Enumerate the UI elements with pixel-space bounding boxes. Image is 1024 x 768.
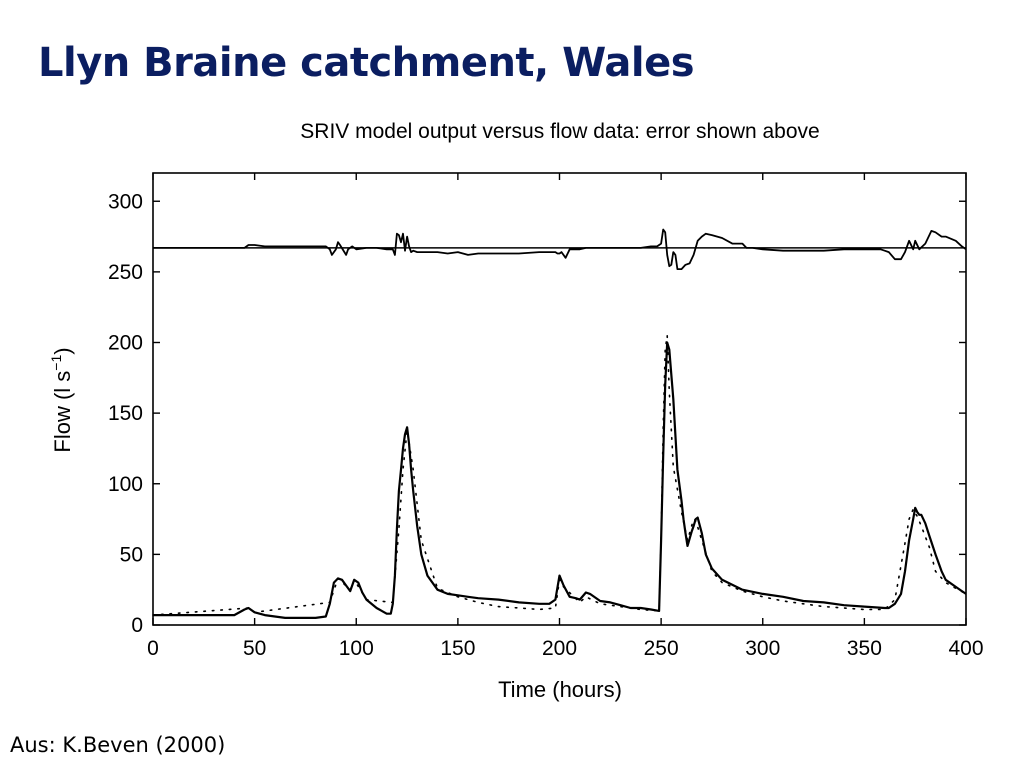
chart-canvas: SRIV model output versus flow data: erro…: [48, 120, 984, 702]
x-tick-label: 250: [644, 637, 679, 660]
x-tick-label: 200: [542, 637, 577, 660]
y-axis-title: Flow (l s−1): [48, 347, 75, 452]
observed-flow-line: [153, 341, 967, 620]
error-line: [153, 228, 967, 271]
y-tick-label: 200: [108, 332, 143, 355]
x-tick-label: 100: [339, 637, 374, 660]
x-tick-label: 50: [243, 637, 266, 660]
x-axis-title: Time (hours): [498, 677, 622, 702]
y-tick-label: 0: [131, 614, 143, 637]
plot-frame: [152, 172, 967, 626]
x-tick-label: 0: [147, 637, 159, 660]
x-tick-label: 350: [847, 637, 882, 660]
model-output-line: [152, 334, 967, 616]
y-axis-title-main: Flow (l s: [50, 371, 75, 453]
axis-ticks: 0 50 100 150 200 250 300 350 400 0 50 100 150 200 250 3…: [108, 173, 984, 660]
y-axis-title-close: ): [50, 347, 75, 354]
x-tick-label: 400: [948, 637, 983, 660]
x-tick-label: 300: [745, 637, 780, 660]
x-tick-label: 150: [440, 637, 475, 660]
chart-title: SRIV model output versus flow data: erro…: [300, 120, 819, 143]
y-tick-label: 150: [108, 402, 143, 425]
source-note: Aus: K.Beven (2000): [10, 733, 226, 757]
y-axis-title-sup: −1: [48, 355, 64, 371]
y-tick-label: 100: [108, 473, 143, 496]
y-tick-label: 250: [108, 261, 143, 284]
y-tick-label: 300: [108, 190, 143, 213]
y-tick-label: 50: [120, 543, 143, 566]
slide-title: Llyn Braine catchment, Wales: [38, 40, 695, 86]
series-lines: [152, 228, 967, 620]
